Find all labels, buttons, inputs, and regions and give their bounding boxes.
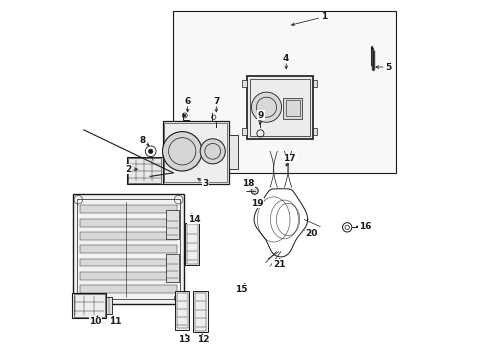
- Bar: [243, 80, 247, 87]
- Bar: [72, 293, 106, 318]
- Text: 6: 6: [185, 96, 191, 105]
- Bar: [164, 123, 227, 182]
- Bar: [73, 194, 184, 304]
- Bar: [80, 285, 177, 293]
- Bar: [80, 232, 177, 240]
- Text: 19: 19: [251, 199, 264, 208]
- Bar: [187, 225, 198, 264]
- Bar: [195, 293, 206, 331]
- Bar: [80, 245, 177, 253]
- Bar: [243, 128, 247, 135]
- Bar: [185, 223, 199, 265]
- Bar: [77, 199, 180, 300]
- Text: 9: 9: [258, 111, 264, 120]
- Circle shape: [148, 149, 153, 153]
- Circle shape: [184, 114, 186, 117]
- Polygon shape: [173, 12, 395, 173]
- Bar: [286, 100, 300, 116]
- Bar: [194, 291, 208, 332]
- Text: 5: 5: [385, 63, 392, 72]
- Bar: [247, 76, 313, 139]
- Bar: [166, 211, 179, 239]
- Bar: [80, 206, 177, 213]
- Bar: [313, 128, 318, 135]
- Text: 16: 16: [359, 222, 371, 231]
- Bar: [80, 272, 177, 280]
- Text: 3: 3: [202, 179, 209, 188]
- Bar: [175, 291, 190, 330]
- Bar: [163, 121, 229, 184]
- Bar: [128, 158, 161, 183]
- Bar: [126, 157, 163, 184]
- Circle shape: [163, 132, 202, 171]
- Text: 12: 12: [197, 335, 210, 344]
- Bar: [250, 79, 310, 136]
- Text: 7: 7: [213, 96, 220, 105]
- Bar: [74, 294, 105, 317]
- Text: 14: 14: [188, 215, 200, 224]
- Bar: [80, 258, 177, 266]
- Bar: [229, 135, 238, 169]
- Text: 11: 11: [109, 317, 122, 326]
- Text: 18: 18: [243, 179, 255, 188]
- Text: 4: 4: [283, 54, 290, 63]
- Circle shape: [251, 92, 282, 122]
- Text: 10: 10: [89, 317, 101, 326]
- Text: 17: 17: [284, 154, 296, 163]
- Bar: [176, 293, 188, 328]
- Text: 15: 15: [235, 285, 247, 294]
- Text: 20: 20: [305, 229, 318, 238]
- Circle shape: [251, 187, 258, 194]
- Bar: [106, 297, 112, 315]
- Text: 13: 13: [178, 335, 190, 344]
- Text: 2: 2: [125, 165, 132, 174]
- Text: 1: 1: [321, 12, 327, 21]
- Bar: [313, 80, 318, 87]
- Text: 8: 8: [140, 136, 146, 145]
- Bar: [283, 98, 302, 119]
- Bar: [166, 253, 179, 282]
- Circle shape: [200, 139, 225, 164]
- Text: 21: 21: [273, 260, 285, 269]
- Bar: [80, 219, 177, 226]
